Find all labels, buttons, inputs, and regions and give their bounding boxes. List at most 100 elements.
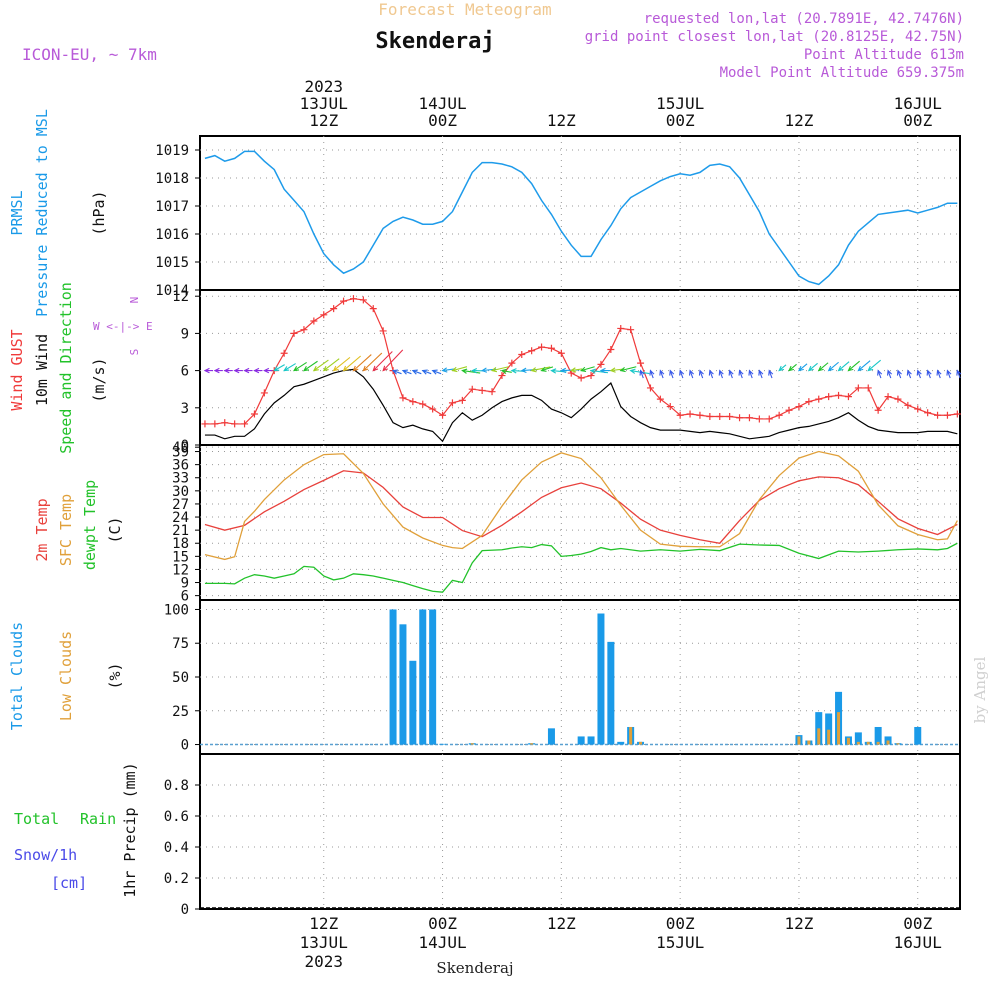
compass-south: S: [128, 349, 141, 356]
bottom-time-label: 00Z: [666, 914, 695, 933]
bottom-time-label: 14JUL: [418, 933, 466, 952]
temp-unit: (C): [106, 516, 124, 543]
cloud-unit: (%): [106, 662, 124, 689]
wind-direction-arrow: [896, 369, 902, 379]
wind-direction-arrow: [362, 352, 383, 372]
gust-point: [280, 349, 288, 357]
total-cloud-label: Total Clouds: [8, 622, 26, 730]
gust-point: [835, 391, 843, 399]
low-cloud-bar: [530, 743, 534, 745]
gust-point: [775, 411, 783, 419]
wind-direction-arrow: [233, 367, 243, 374]
wind-direction-arrow: [401, 369, 412, 375]
wind-direction-arrow: [322, 358, 340, 372]
gust-point: [785, 406, 793, 414]
total-cloud-bar: [389, 609, 397, 745]
gust-point: [716, 412, 724, 420]
bottom-time-label: 12Z: [547, 914, 576, 933]
gust-point: [795, 403, 803, 411]
wind-direction-arrow: [243, 367, 253, 374]
gust-point: [825, 393, 833, 401]
top-time-label: 00Z: [666, 111, 695, 130]
top-time-label: 12Z: [547, 111, 576, 130]
gust-point: [953, 410, 961, 418]
wind-direction-arrow: [213, 367, 223, 374]
temp-ytick-label: 24: [172, 510, 189, 526]
wind-direction-arrow: [946, 369, 952, 379]
precip-axis-label: 1hr Precip (mm): [121, 762, 139, 897]
wind-direction-arrow: [451, 366, 468, 373]
wind-direction-arrow: [599, 367, 611, 374]
gust-point: [538, 343, 546, 351]
gust-point: [221, 419, 229, 427]
requested-coords: requested lon,lat (20.7891E, 42.7476N): [644, 11, 964, 27]
wind-direction-arrow: [788, 363, 797, 372]
wind-ytick-label: 0: [181, 438, 189, 454]
temp-ytick-label: 30: [172, 484, 189, 500]
temp-ytick-label: 39: [172, 445, 189, 461]
total-cloud-bar: [587, 736, 595, 745]
wind-direction-arrow: [748, 369, 754, 379]
model-name: ICON-EU, ~ 7km: [22, 45, 157, 64]
gust-point: [359, 296, 367, 304]
gust-point: [934, 411, 942, 419]
gust-point: [943, 411, 951, 419]
wind-direction-arrow: [411, 369, 422, 375]
gust-point: [874, 406, 882, 414]
gust-point: [646, 384, 654, 392]
wind-unit: (m/s): [90, 357, 108, 402]
total-cloud-bar: [854, 732, 862, 745]
gust-point: [914, 405, 922, 413]
pressure-panel: 1014 1015 1016 1017 1018 1019: [155, 135, 961, 299]
wind10-label: 10m Wind: [33, 334, 51, 406]
wind-direction-arrow: [441, 367, 455, 373]
gust-point: [369, 305, 377, 313]
gust-point: [617, 324, 625, 332]
low-cloud-bar: [866, 741, 870, 745]
wind-direction-arrow: [708, 369, 714, 379]
top-time-label: 16JUL: [894, 94, 942, 113]
pressure-ytick-label: 1015: [155, 255, 189, 271]
total-cloud-bar: [914, 726, 922, 745]
pressure-ytick-label: 1017: [155, 199, 189, 215]
low-cloud-bar: [827, 729, 831, 745]
gust-point: [577, 374, 585, 382]
snow-label-2: [cm]: [51, 874, 87, 892]
bottom-time-label: 16JUL: [894, 933, 942, 952]
total-cloud-bar: [597, 613, 605, 745]
top-time-label: 15JUL: [656, 94, 704, 113]
gust-point: [924, 409, 932, 417]
wind-direction-arrow: [579, 366, 595, 372]
cloud-ytick-label: 75: [172, 636, 189, 652]
total-cloud-bar: [409, 660, 417, 745]
dew-label: dewpt Temp: [81, 480, 99, 570]
wind-direction-arrow: [778, 364, 787, 372]
wind-ytick-label: 12: [172, 289, 189, 305]
cloud-ytick-label: 25: [172, 704, 189, 720]
gust-point: [349, 295, 357, 303]
wind-direction-arrow: [540, 366, 554, 372]
top-time-label: 14JUL: [418, 94, 466, 113]
cloud-ytick-label: 100: [164, 602, 189, 618]
temp-ytick-label: 21: [172, 523, 189, 539]
pressure-line: [204, 150, 958, 286]
wind-direction-arrow: [283, 363, 296, 372]
total-cloud-bar: [399, 624, 407, 745]
wind-direction-arrow: [500, 368, 512, 374]
bottom-time-label: 12Z: [309, 914, 338, 933]
gust-point: [508, 359, 516, 367]
cloud-ytick-label: 50: [172, 670, 189, 686]
temp-ytick-label: 36: [172, 458, 189, 474]
gust-point: [656, 395, 664, 403]
bottom-time-label: 15JUL: [656, 933, 704, 952]
wind-direction-arrow: [827, 361, 839, 372]
gust-point: [409, 398, 417, 406]
gust-point: [211, 420, 219, 428]
wind-direction-arrow: [837, 361, 850, 372]
low-cloud-bar: [846, 737, 850, 745]
gust-point: [736, 414, 744, 422]
low-cloud-bar: [817, 728, 821, 745]
bottom-time-label: 2023: [304, 952, 343, 971]
wind-direction-arrow: [312, 359, 329, 372]
